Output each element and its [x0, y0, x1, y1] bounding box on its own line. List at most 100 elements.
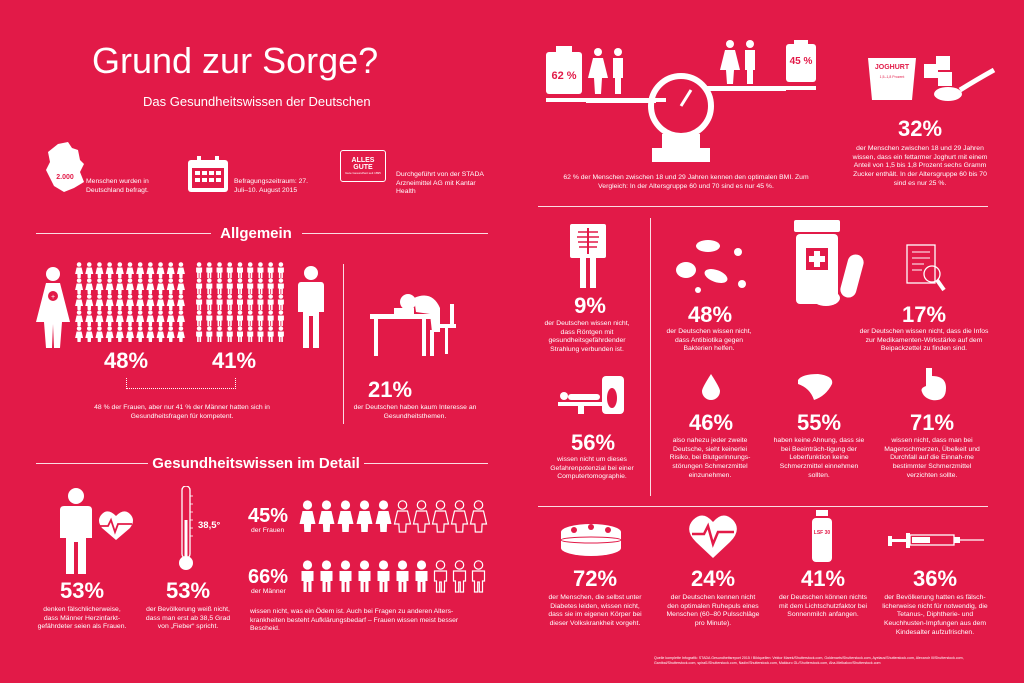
woman-icon: [176, 326, 185, 342]
woman-icon: [85, 278, 94, 294]
woman-icon: [156, 310, 165, 326]
man-icon: [277, 310, 284, 326]
man-icon: [277, 326, 284, 342]
bacteria-icon: [672, 236, 750, 296]
woman-icon: [126, 278, 134, 294]
pulse-pct: 24%: [690, 566, 736, 591]
man-icon: [237, 326, 243, 342]
yogurt-sugar-icon: [866, 54, 996, 102]
man-icon: [226, 294, 233, 310]
man-icon: [358, 560, 371, 592]
calendar-icon: [188, 156, 228, 192]
liver-icon: [798, 374, 834, 400]
yogurt-sub: 1,5–1,8 Prozent: [879, 75, 905, 79]
woman-icon: [136, 294, 145, 310]
heart-pct: 53%: [59, 578, 105, 603]
bracket-connector: [126, 378, 236, 389]
woman-icon: [146, 326, 155, 342]
woman-icon: [115, 310, 124, 326]
man-icon: [267, 262, 274, 278]
woman-icon: [136, 262, 145, 278]
man-icon: [226, 310, 233, 326]
man-icon: [226, 278, 233, 294]
stomach-pct: 71%: [909, 410, 955, 435]
antibiotics-text: der Deutschen wissen nicht, dass Antibio…: [666, 328, 752, 353]
woman-icon: [166, 278, 175, 294]
thermometer-icon: [178, 486, 194, 572]
man-icon: [206, 262, 213, 278]
conducted-text: Durchgeführt von der STADA Arzneimittel …: [396, 171, 484, 196]
interest-text: der Deutschen haben kaum Interesse an Ge…: [353, 404, 477, 420]
heart-pulse-icon: [688, 514, 738, 558]
woman-icon: [156, 278, 165, 294]
stada-logo: ALLES GUTE Gute Gesundheit seit 1895: [340, 150, 386, 182]
woman-icon: [337, 500, 354, 532]
man-icon: [237, 310, 243, 326]
woman-icon: [105, 294, 114, 310]
divider: [36, 463, 148, 464]
woman-icon: [146, 262, 155, 278]
woman-icon: [431, 500, 450, 533]
man-big-icon: [298, 266, 324, 348]
leaflet-text: der Deutschen wissen nicht, dass die Inf…: [859, 328, 989, 353]
blood-pct: 46%: [688, 410, 734, 435]
man-icon: [196, 326, 203, 342]
interest-pct: 21%: [367, 377, 413, 402]
woman-icon: [85, 326, 94, 342]
woman-icon: [126, 262, 134, 278]
woman-icon: [126, 310, 134, 326]
man-icon: [257, 294, 264, 310]
page-title: Grund zur Sorge?: [92, 40, 379, 81]
woman-icon: [105, 278, 114, 294]
vaccine-pct: 36%: [912, 566, 958, 591]
man-icon: [247, 278, 254, 294]
man-icon: [267, 278, 274, 294]
liver-text: haben keine Ahnung, dass sie bei Beeintr…: [773, 437, 865, 479]
heart-text: denken fälschlicherweise, dass Männer He…: [37, 606, 127, 631]
woman-icon: [75, 326, 84, 342]
man-icon: [433, 560, 448, 593]
yogurt-text: der Menschen zwischen 18 und 29 Jahren w…: [852, 145, 988, 187]
man-icon: [277, 262, 284, 278]
oedem-women-label: der Frauen: [251, 527, 285, 534]
center-gap: [512, 28, 513, 666]
section-detail-header: Gesundheitswissen im Detail: [152, 455, 360, 472]
divider: [538, 206, 988, 207]
scale-icon: [546, 40, 818, 164]
liver-pct: 55%: [796, 410, 842, 435]
woman-icon: [299, 500, 316, 532]
man-icon: [247, 326, 254, 342]
men-icon-grid: [194, 262, 286, 342]
divider: [343, 264, 344, 424]
woman-icon: [412, 500, 431, 533]
man-icon: [226, 326, 233, 342]
man-icon: [277, 294, 284, 310]
woman-icon: [115, 278, 124, 294]
man-icon: [301, 560, 314, 592]
fever-text: der Bevölkerung weiß nicht, dass man ers…: [145, 606, 231, 631]
man-icon: [339, 560, 352, 592]
vaccine-text: der Bevölkerung hatten es fälsch-licherw…: [882, 594, 988, 636]
blood-text: also nahezu jeder zweite Deutsche, sieht…: [669, 437, 751, 479]
woman-icon: [166, 294, 175, 310]
man-icon: [471, 560, 486, 593]
woman-icon: [146, 278, 155, 294]
source-credits: Quelle komplette Infografik: STADA Gesun…: [654, 656, 964, 665]
woman-icon: [156, 262, 165, 278]
oedem-men-icons: [298, 560, 488, 594]
stomach-text: wissen nicht, dass man bei Magenschmerze…: [884, 437, 980, 479]
man-icon: [196, 262, 203, 278]
man-icon: [267, 310, 274, 326]
man-icon: [196, 278, 203, 294]
woman-icon: [75, 310, 84, 326]
germany-map-icon: [44, 142, 86, 192]
sunscreen-label: LSF 30: [813, 530, 831, 536]
man-icon: [206, 310, 213, 326]
man-icon: [247, 294, 254, 310]
woman-icon: [95, 262, 104, 278]
sun-pct: 41%: [800, 566, 846, 591]
man-icon: [226, 262, 233, 278]
man-icon: [257, 262, 264, 278]
oedem-women-pct: 45%: [248, 505, 289, 527]
woman-icon: [146, 310, 155, 326]
